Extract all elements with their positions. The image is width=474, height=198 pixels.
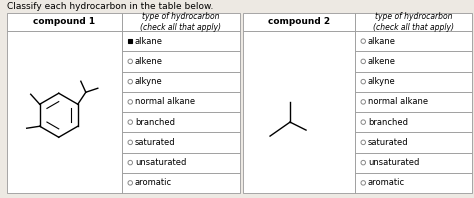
- Text: saturated: saturated: [135, 138, 176, 147]
- Bar: [128, 39, 133, 43]
- Circle shape: [361, 100, 365, 104]
- Text: alkyne: alkyne: [368, 77, 396, 86]
- Text: alkene: alkene: [135, 57, 163, 66]
- Text: normal alkane: normal alkane: [368, 97, 428, 106]
- Circle shape: [361, 59, 365, 64]
- Bar: [355, 173, 472, 193]
- Bar: [7, 31, 122, 193]
- Bar: [122, 132, 240, 152]
- Bar: [122, 71, 240, 92]
- Text: saturated: saturated: [368, 138, 409, 147]
- Bar: [122, 173, 240, 193]
- Bar: [355, 152, 472, 173]
- Text: alkyne: alkyne: [135, 77, 163, 86]
- Circle shape: [361, 181, 365, 185]
- Bar: [355, 31, 472, 51]
- Text: branched: branched: [135, 118, 175, 127]
- Text: aromatic: aromatic: [135, 178, 172, 187]
- Text: unsaturated: unsaturated: [135, 158, 186, 167]
- Bar: [355, 13, 472, 31]
- Text: type of hydrocarbon
(check all that apply): type of hydrocarbon (check all that appl…: [140, 12, 221, 32]
- Text: compound 2: compound 2: [268, 17, 330, 27]
- Bar: [122, 152, 240, 173]
- Bar: [355, 71, 472, 92]
- Bar: [243, 31, 355, 193]
- Text: Classify each hydrocarbon in the table below.: Classify each hydrocarbon in the table b…: [7, 2, 213, 11]
- Bar: [243, 13, 355, 31]
- Text: aromatic: aromatic: [368, 178, 405, 187]
- Text: alkene: alkene: [368, 57, 396, 66]
- Text: normal alkane: normal alkane: [135, 97, 195, 106]
- Text: type of hydrocarbon
(check all that apply): type of hydrocarbon (check all that appl…: [373, 12, 454, 32]
- Circle shape: [361, 160, 365, 165]
- Bar: [122, 92, 240, 112]
- Circle shape: [361, 79, 365, 84]
- Circle shape: [128, 120, 133, 124]
- Circle shape: [128, 79, 133, 84]
- Bar: [122, 112, 240, 132]
- Bar: [355, 92, 472, 112]
- Text: unsaturated: unsaturated: [368, 158, 419, 167]
- Text: alkane: alkane: [135, 37, 163, 46]
- Bar: [355, 112, 472, 132]
- Circle shape: [361, 120, 365, 124]
- Circle shape: [128, 100, 133, 104]
- Circle shape: [128, 181, 133, 185]
- Bar: [122, 51, 240, 71]
- Bar: [122, 31, 240, 51]
- Circle shape: [361, 140, 365, 145]
- Text: compound 1: compound 1: [34, 17, 96, 27]
- Bar: [7, 13, 122, 31]
- Text: alkane: alkane: [368, 37, 396, 46]
- Circle shape: [128, 140, 133, 145]
- Bar: [355, 51, 472, 71]
- Bar: [355, 132, 472, 152]
- Text: branched: branched: [368, 118, 408, 127]
- Bar: [122, 13, 240, 31]
- Circle shape: [361, 39, 365, 43]
- Circle shape: [128, 59, 133, 64]
- Circle shape: [128, 160, 133, 165]
